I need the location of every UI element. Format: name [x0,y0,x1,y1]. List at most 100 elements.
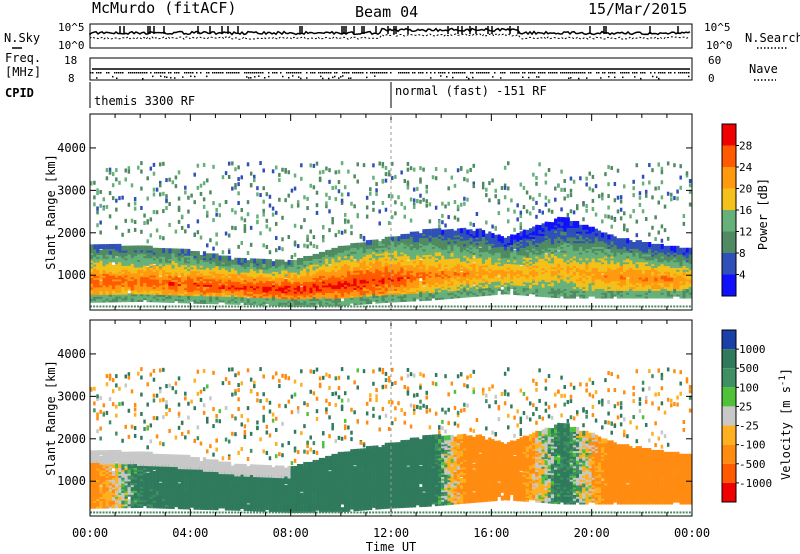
power-ground-cell [419,305,422,308]
nave-point [146,72,148,74]
nave-point [200,72,202,74]
power-cell [177,265,181,271]
power-cell [127,293,131,299]
power-scatter [133,206,137,211]
power-scatter [406,182,410,187]
power-cell [325,249,329,255]
power-scatter [375,188,378,193]
power-scatter [127,166,131,171]
power-cell [466,229,470,235]
power-cell [450,280,454,286]
nave-point [674,72,676,74]
power-scatter [149,233,153,238]
power-cell [519,265,523,271]
power-ground-cell [177,305,180,308]
nave-point [480,72,482,74]
power-cell [459,287,464,293]
power-cell [331,247,335,253]
power-scatter [162,236,165,241]
nave-point [186,72,188,74]
nave-point [568,72,570,74]
power-cell [190,281,194,287]
power-cell [171,252,175,258]
power-cell [431,251,435,257]
nave-point [570,72,572,74]
power-cell [149,278,153,284]
power-scatter [532,206,535,211]
power-scatter [406,180,410,185]
power-ground-cell [400,305,403,308]
freq-tick-low: 8 [68,72,75,85]
power-scatter [450,175,454,180]
nave-point [512,72,514,74]
power-scatter [400,202,403,207]
power-scatter [412,167,416,172]
nave-point [328,72,330,74]
power-scatter [108,170,112,175]
power-cell [369,239,373,245]
power-cell [400,245,404,251]
power-ground-cell [130,305,133,308]
nave-point [656,76,658,78]
power-cell [212,291,216,297]
nave-point [306,72,308,74]
power-scatter [412,204,416,209]
power-scatter [202,204,206,209]
power-scatter [278,246,281,251]
power-scatter [381,178,385,183]
power-cell [249,258,254,264]
power-ground-cell [447,305,450,308]
nave-point [258,72,260,74]
power-scatter [293,240,297,245]
nave-point [196,72,198,74]
power-scatter [466,197,469,202]
power-scatter [372,207,375,212]
power-cell [503,237,508,243]
power-scatter [133,197,137,202]
power-cell [296,300,301,306]
power-scatter [284,198,287,203]
power-scatter [300,176,303,181]
power-scatter [227,161,231,166]
nave-point [372,72,374,74]
power-cell [115,272,119,278]
nave-point [168,72,170,74]
nave-point [300,77,302,80]
power-ground-cell [315,305,318,308]
power-scatter [312,185,316,190]
power-cell [140,268,144,274]
power-cell [419,259,423,265]
nave-point [534,72,536,74]
power-cell [478,239,482,245]
power-scatter [274,210,278,215]
nave-point [576,72,578,74]
power-cell [507,236,511,242]
power-cell [478,228,482,234]
power-cell [419,290,423,296]
power-scatter [196,163,200,168]
power-cell [202,251,207,257]
power-cell [146,266,150,272]
power-scatter [184,185,187,190]
power-cell [246,298,250,304]
nave-point [360,72,362,74]
power-ground-cell [121,305,124,308]
power-ground-cell [375,305,378,308]
power-scatter [96,223,99,228]
power-ground-cell [550,305,553,308]
power-cell [422,259,426,265]
power-cell [115,243,119,249]
power-cell [532,243,536,249]
power-cell [447,229,451,235]
nave-point [170,72,172,74]
power-cell [90,244,94,250]
power-scatter [177,196,181,201]
power-ground-cell [463,305,466,308]
nave-point [566,72,568,74]
power-cell [494,251,498,257]
power-cell [309,276,313,282]
power-cell [422,263,426,269]
power-scatter [99,230,102,235]
nave-point [336,72,338,74]
power-scatter [231,208,234,213]
